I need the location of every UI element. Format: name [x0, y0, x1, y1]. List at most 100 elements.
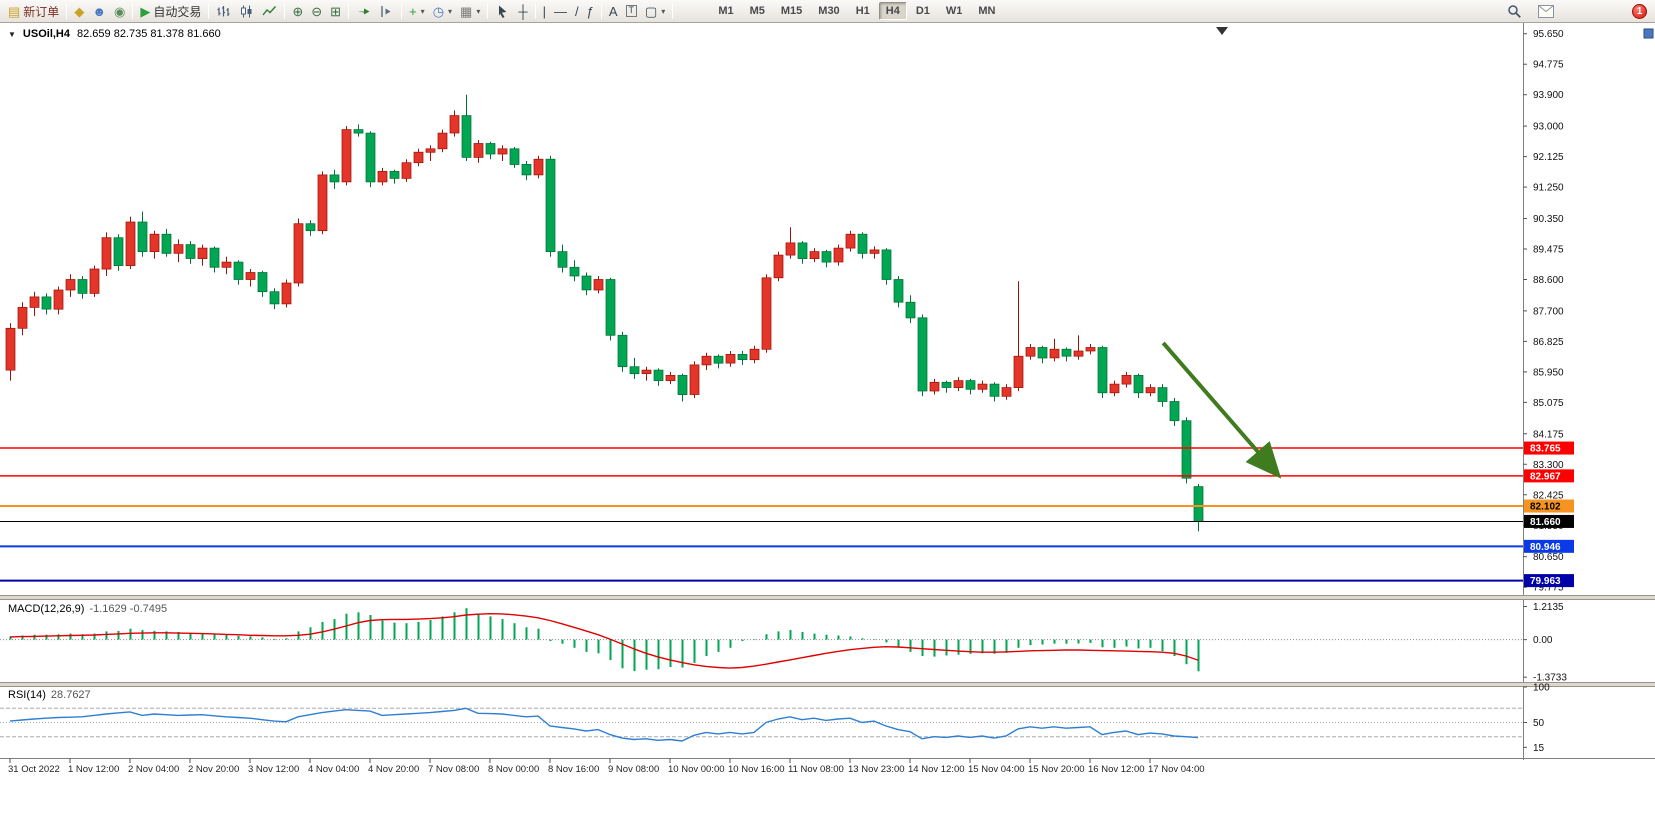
time-axis-label[interactable]: 2 Nov 04:00 [128, 764, 179, 775]
grid-button[interactable]: ⊞ [326, 2, 345, 21]
time-axis-label[interactable]: 10 Nov 00:00 [668, 764, 725, 775]
candle [593, 279, 604, 291]
rsi-label: RSI(14) 28.7627 [8, 689, 91, 701]
price-axis-label: 93.000 [1533, 122, 1564, 133]
time-axis-label[interactable]: 2 Nov 20:00 [188, 764, 239, 775]
time-axis-label[interactable]: 9 Nov 08:00 [608, 764, 659, 775]
candle [209, 247, 220, 268]
time-axis-label[interactable]: 8 Nov 00:00 [488, 764, 539, 775]
candle [665, 375, 676, 381]
time-axis-label[interactable]: 31 Oct 2022 [8, 764, 60, 775]
timeframe-d1-button[interactable]: D1 [915, 5, 930, 17]
time-axis-label[interactable]: 16 Nov 12:00 [1088, 764, 1145, 775]
candlestick-chart-icon [239, 4, 254, 19]
candles [5, 94, 1204, 532]
timeframe-mn-button[interactable]: MN [978, 5, 996, 17]
time-axis-label[interactable]: 17 Nov 04:00 [1148, 764, 1205, 775]
chart-canvas[interactable]: 95.650 94.775 93.900 93.000 92.125 91.250 90.3… [0, 23, 1655, 824]
panel-divider[interactable] [0, 595, 1655, 600]
time-axis-label[interactable]: 1 Nov 12:00 [68, 764, 119, 775]
new-order-button[interactable]: ▤ 新订单 [4, 2, 63, 21]
shapes-icon: ▢ [645, 3, 658, 19]
timeframe-m1-button[interactable]: M1 [718, 5, 734, 17]
chart-shift-marker[interactable] [1216, 27, 1228, 35]
window-button[interactable] [1643, 28, 1654, 39]
indicators-button[interactable]: + ▾ [405, 2, 429, 21]
candle [185, 244, 196, 259]
trend-arrow-annotation[interactable] [1161, 341, 1282, 479]
terminal-button[interactable]: ◉ [110, 2, 129, 21]
chart-shift-icon [379, 4, 394, 19]
toolbar: ▤ 新订单 ◆ ☻ ◉ ▶ 自动交易 ⊕ ⊖ ⊞ + ▾ ◷ ▾ ▦ ▾ ┼ | — / ƒ A T ▢ ▾ M1 M5 M15 M3… [0, 0, 1655, 23]
macd-values: -1.1629 -0.7495 [89, 603, 168, 615]
timeframe-m15-button[interactable]: M15 [780, 5, 803, 17]
text-button[interactable]: A [605, 2, 622, 21]
auto-scroll-button[interactable] [352, 2, 375, 21]
candle [701, 355, 712, 366]
time-axis-label[interactable]: 14 Nov 12:00 [908, 764, 965, 775]
candle [989, 383, 1000, 397]
bar-chart-button[interactable] [212, 2, 235, 21]
fibonacci-button[interactable]: ƒ [583, 2, 598, 21]
time-axis-label[interactable]: 4 Nov 20:00 [368, 764, 419, 775]
shapes-button[interactable]: ▢ ▾ [641, 2, 669, 21]
candle [1133, 375, 1144, 394]
notification-badge[interactable]: 1 [1632, 3, 1647, 19]
time-axis-label[interactable]: 15 Nov 04:00 [968, 764, 1025, 775]
candle [413, 151, 424, 164]
search-button[interactable] [1503, 2, 1526, 21]
candle [869, 249, 880, 254]
timeframe-m5-button[interactable]: M5 [749, 5, 765, 17]
market-watch-button[interactable]: ◆ [70, 2, 88, 21]
horizontal-line-button[interactable]: — [550, 2, 571, 21]
templates-button[interactable]: ▦ ▾ [456, 2, 484, 21]
chart-area[interactable]: 95.650 94.775 93.900 93.000 92.125 91.250 90.3… [0, 23, 1655, 824]
candle [65, 279, 76, 291]
timeframe-m30-button[interactable]: M30 [818, 5, 840, 17]
candle [509, 148, 520, 165]
collapse-icon[interactable]: ▼ [8, 29, 16, 39]
macd-signal-line [9, 612, 1199, 669]
time-axis-label[interactable]: 15 Nov 20:00 [1028, 764, 1085, 775]
timeframe-h4-button[interactable]: H4 [878, 2, 907, 20]
price-axis-label: 95.650 [1533, 29, 1564, 40]
messages-button[interactable] [1534, 2, 1558, 21]
time-axis-label[interactable]: 3 Nov 12:00 [248, 764, 299, 775]
toolbar-separator [208, 3, 210, 19]
line-chart-button[interactable] [258, 2, 281, 21]
time-axis-label[interactable]: 11 Nov 08:00 [788, 764, 844, 775]
panel-divider[interactable] [0, 682, 1655, 687]
candle [197, 247, 208, 259]
cursor-icon [495, 4, 510, 19]
candle [41, 296, 52, 310]
toolbar-separator [600, 3, 602, 19]
periods-button[interactable]: ◷ ▾ [429, 2, 456, 21]
candle [1157, 387, 1168, 402]
navigator-button[interactable]: ☻ [88, 2, 110, 21]
time-axis-label[interactable]: 8 Nov 16:00 [548, 764, 599, 775]
vertical-line-button[interactable]: | [539, 2, 550, 21]
new-order-icon: ▤ [8, 3, 21, 19]
toolbar-separator [401, 3, 403, 19]
time-axis-label[interactable]: 10 Nov 16:00 [728, 764, 785, 775]
bar-chart-icon [216, 4, 231, 19]
candle [833, 247, 844, 263]
zoom-out-button[interactable]: ⊖ [307, 2, 326, 21]
price-tag-label: 82.102 [1530, 502, 1561, 513]
time-axis-label[interactable]: 7 Nov 08:00 [428, 764, 479, 775]
trendline-button[interactable]: / [571, 2, 583, 21]
cursor-button[interactable] [491, 2, 514, 21]
zoom-in-button[interactable]: ⊕ [288, 2, 307, 21]
candlestick-chart-button[interactable] [235, 2, 258, 21]
crosshair-button[interactable]: ┼ [514, 2, 531, 21]
text-label-button[interactable]: T [622, 2, 642, 21]
price-tag [1524, 469, 1574, 483]
timeframe-w1-button[interactable]: W1 [945, 5, 963, 17]
time-axis-label[interactable]: 4 Nov 04:00 [308, 764, 359, 775]
chart-shift-button[interactable] [375, 2, 398, 21]
auto-trading-button[interactable]: ▶ 自动交易 [136, 2, 205, 21]
candle [689, 364, 700, 395]
candle [329, 174, 340, 183]
timeframe-h1-button[interactable]: H1 [855, 5, 870, 17]
time-axis-label[interactable]: 13 Nov 23:00 [848, 764, 905, 775]
